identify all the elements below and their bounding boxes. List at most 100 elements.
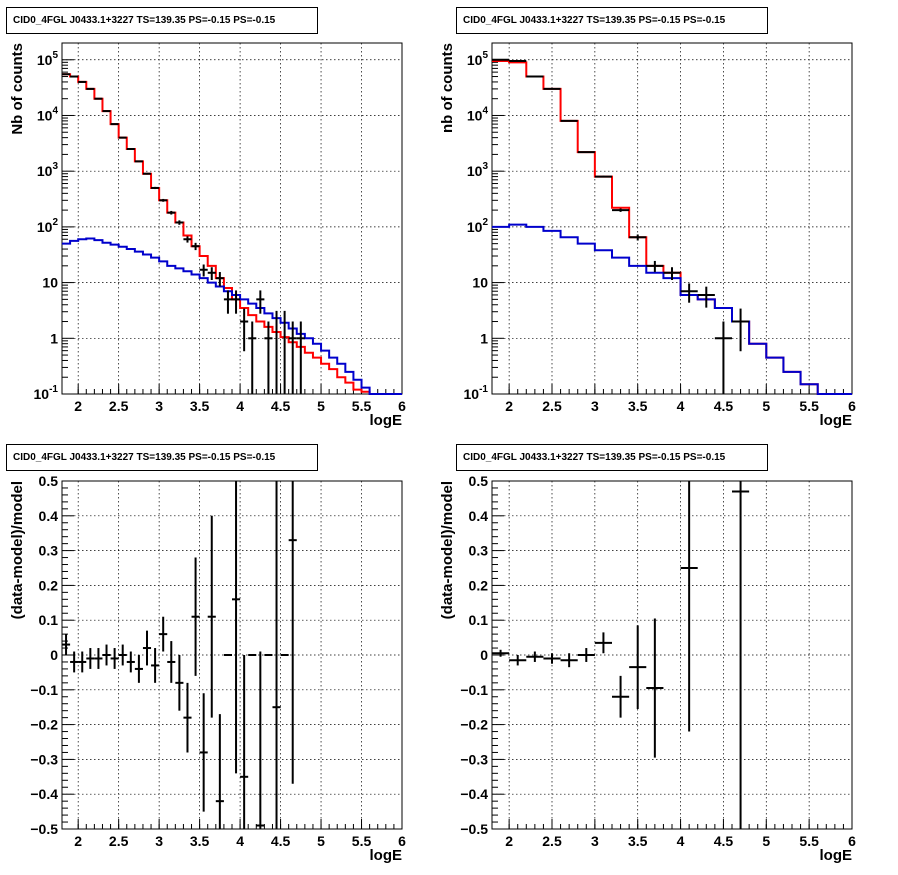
panel-4-y-tick-label: 0.4 — [469, 508, 489, 524]
panel-2-y-tick-label: 104 — [467, 105, 489, 123]
panel-1-data-point — [118, 136, 127, 139]
panel-1-data-point — [110, 123, 119, 126]
panel-1-y-tick-label: 102 — [37, 217, 59, 235]
panel-4-y-tick-label: −0.5 — [460, 821, 488, 837]
panel-3-data-point — [142, 630, 152, 666]
panel-4-x-tick-label: 5.5 — [799, 833, 819, 849]
panel-4-x-axis-label: logE — [820, 847, 853, 864]
panel-3-x-tick-label: 3.5 — [190, 833, 210, 849]
panel-3-y-tick-label: 0.4 — [39, 508, 59, 524]
panel-2-x-tick-label: 4 — [677, 398, 685, 414]
panel-4-y-axis-label: (data-model)/model — [439, 481, 456, 619]
panel-3-y-tick-label: 0.2 — [39, 577, 59, 593]
panel-1-y-tick-label: 1 — [50, 330, 58, 346]
panel-1-x-axis-label: logE — [370, 412, 403, 429]
panel-3-data-point — [288, 481, 297, 784]
panel-4-y-tick-label: 0.3 — [469, 543, 489, 559]
panel-2-data-point — [560, 119, 578, 122]
panel-4-x-tick-label: 4 — [677, 833, 685, 849]
panel-2-data-point — [714, 321, 732, 394]
panel-1-x-tick-label: 5 — [317, 398, 325, 414]
panel-3-data-point — [78, 651, 87, 673]
panel-4-data-point — [577, 648, 595, 662]
panel-3-x-tick-label: 2 — [74, 833, 82, 849]
panel-1-data-point — [126, 148, 135, 151]
panel-3-y-tick-label: −0.5 — [30, 821, 58, 837]
panel-4-x-tick-label: 3 — [591, 833, 599, 849]
panel-2-x-tick-label: 5 — [762, 398, 770, 414]
panel-4-data-point — [629, 625, 647, 709]
panel-4-y-tick-label: −0.4 — [460, 786, 488, 802]
panel-3-y-tick-label: −0.1 — [30, 682, 58, 698]
panel-1-data-point — [134, 160, 143, 163]
panel-1-data-point — [159, 198, 168, 202]
panel-2-x-tick-label: 3 — [591, 398, 599, 414]
panel-3-data-point — [102, 644, 111, 666]
panel-3-x-tick-label: 2.5 — [109, 833, 129, 849]
panel-3-data-point — [232, 481, 241, 774]
panel-4-data-point — [526, 651, 544, 662]
panel-3-data-point — [215, 714, 224, 829]
panel-1-data-point — [215, 272, 224, 287]
panel-3-x-tick-label: 4 — [236, 833, 244, 849]
panel-4-data-point — [732, 481, 750, 829]
panel-4-data-point — [509, 655, 527, 666]
panel-3-y-tick-label: 0.3 — [39, 543, 59, 559]
panel-3-data-point — [110, 648, 119, 669]
panel-3-data-point — [207, 515, 216, 718]
panel-1-data-point — [167, 210, 176, 215]
panel-2-x-tick-label: 6 — [848, 398, 856, 414]
panel-1-plot-frame — [61, 42, 403, 395]
panel-1-y-tick-label: 10-1 — [34, 384, 59, 402]
panel-4-y-tick-label: −0.3 — [460, 751, 488, 767]
panel-4-x-tick-label: 4.5 — [714, 833, 734, 849]
panel-1-series-2-histogram — [62, 237, 402, 395]
panel-4-data-point — [492, 649, 510, 657]
panel-4-x-tick-label: 6 — [848, 833, 856, 849]
panel-1-x-tick-label: 3.5 — [190, 398, 210, 414]
panel-2-y-tick-label: 105 — [467, 50, 489, 68]
panel-4-x-tick-label: 2.5 — [542, 833, 562, 849]
panel-3-data-point — [159, 616, 168, 652]
panel-3-data-point — [240, 655, 249, 829]
panel-1-y-tick-label: 103 — [37, 161, 59, 179]
panel-3-data-point — [134, 655, 143, 683]
panel-1-data-point — [232, 290, 241, 314]
panel-4-y-tick-label: 0 — [480, 647, 488, 663]
panel-2-data-point — [629, 234, 647, 241]
panel-3-data-point — [167, 641, 176, 683]
panel-1-title: CID0_4FGL J0433.1+3227 TS=139.35 PS=-0.1… — [6, 7, 318, 34]
panel-1-x-tick-label: 4.5 — [271, 398, 291, 414]
panel-1-data-point — [142, 172, 152, 175]
panel-3-data-point — [62, 634, 71, 655]
panel-3-data-point — [151, 648, 160, 683]
panel-4-y-tick-label: −0.1 — [460, 682, 488, 698]
panel-1-data-point — [264, 321, 273, 394]
panel-2-x-axis-label: logE — [820, 412, 853, 429]
panel-1-data-point — [191, 242, 200, 251]
panel-2-y-axis-label: nb of counts — [439, 43, 456, 133]
panel-4-y-tick-label: 0.5 — [469, 473, 489, 489]
panel-3-y-axis-label: (data-model)/model — [9, 481, 26, 619]
panel-3-data-point — [272, 481, 281, 829]
panel-4-y-tick-label: −0.2 — [460, 717, 488, 733]
panel-2-title: CID0_4FGL J0433.1+3227 TS=139.35 PS=-0.1… — [456, 7, 768, 34]
panel-1-data-point — [223, 290, 232, 314]
panel-2-x-tick-label: 4.5 — [714, 398, 734, 414]
panel-2-y-tick-label: 1 — [480, 330, 488, 346]
panel-1-data-point — [207, 267, 216, 281]
panel-2-data-point — [680, 283, 698, 303]
panel-4-data-point — [680, 481, 698, 732]
panel-3-x-tick-label: 6 — [398, 833, 406, 849]
panel-1-x-tick-label: 5.5 — [352, 398, 372, 414]
panel-1-data-point — [151, 186, 160, 190]
panel-2-series-2-histogram — [492, 223, 852, 395]
panel-3-data-point — [70, 651, 79, 673]
panel-1-data-point — [296, 321, 305, 394]
panel-1-y-tick-label: 104 — [37, 105, 59, 123]
panel-1-y-tick-label: 10 — [42, 275, 58, 291]
panel-3-data-point — [191, 557, 200, 676]
panel-3-y-tick-label: 0.5 — [39, 473, 59, 489]
panel-4-x-tick-label: 3.5 — [628, 833, 648, 849]
